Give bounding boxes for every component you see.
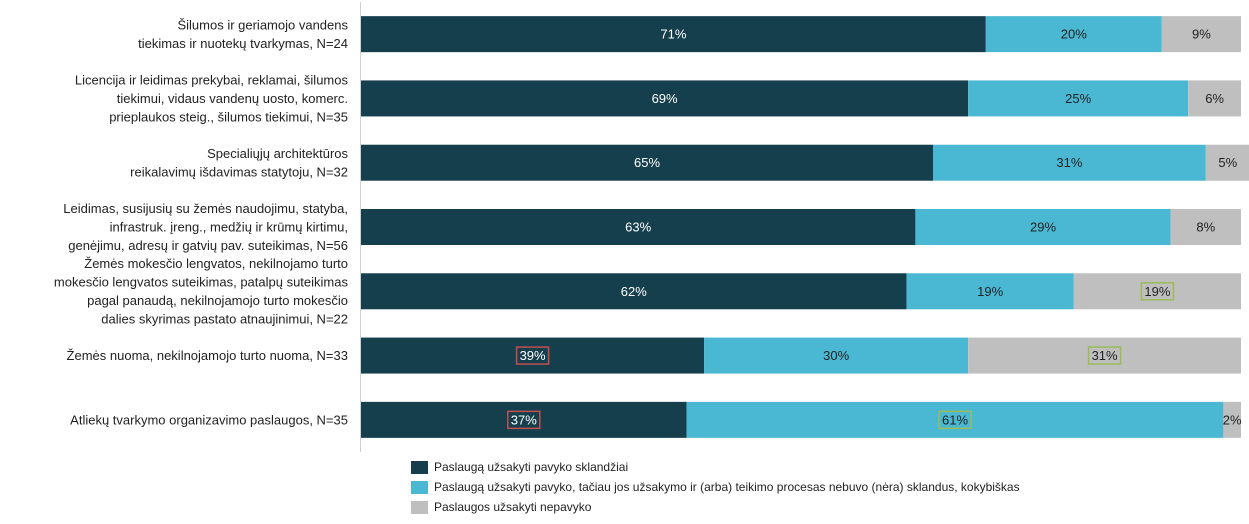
bar-segment [968, 80, 1189, 117]
data-label: 29% [1030, 220, 1056, 235]
data-label: 20% [1061, 27, 1087, 42]
data-label: 25% [1065, 91, 1091, 106]
data-label-highlight-box [515, 346, 550, 365]
data-label: 5% [1218, 155, 1237, 170]
data-label: 61% [942, 412, 968, 427]
data-label: 62% [621, 284, 647, 299]
bar-segment [686, 401, 1224, 438]
data-label-highlight-box [1087, 346, 1122, 365]
legend-label-not-smooth: Paslaugą užsakyti pavyko, tačiau jos užs… [434, 480, 1020, 494]
bar-segment [906, 273, 1074, 310]
data-label-highlight-box [1140, 282, 1175, 301]
data-label: 19% [977, 284, 1003, 299]
data-label: 69% [652, 91, 678, 106]
legend-swatch-smooth [411, 460, 428, 474]
bar-segment [1073, 273, 1241, 310]
data-label: 71% [660, 27, 686, 42]
category-label: Žemės mokesčio lengvatos, nekilnojamo tu… [54, 256, 349, 327]
data-label-highlight-box [507, 410, 541, 430]
legend-label-failed: Paslaugos užsakyti nepavyko [434, 500, 592, 514]
bar-segment [361, 209, 916, 245]
bar-segment [968, 337, 1241, 374]
data-label: 39% [520, 348, 546, 363]
legend-swatch-failed [411, 500, 428, 514]
category-label: Specialiųjų architektūros reikalavimų išd… [130, 146, 348, 180]
data-label: 6% [1205, 91, 1224, 106]
bar-segment [361, 273, 907, 310]
data-label: 63% [625, 220, 651, 235]
bar-segment [361, 80, 969, 117]
category-label: Atliekų tvarkymo organizavimo paslaugos,… [70, 412, 348, 427]
legend-swatch-not-smooth [411, 480, 428, 494]
bar-segment [361, 16, 986, 53]
chart-legend: Paslaugą užsakyti pavyko sklandžiai Pasl… [411, 457, 1020, 517]
data-label-highlight-box [938, 410, 972, 430]
bar-segment [361, 337, 705, 374]
bar-segment [1188, 80, 1241, 117]
data-label: 8% [1196, 220, 1215, 235]
bar-segment [361, 144, 933, 181]
bar-segment [1170, 209, 1241, 245]
legend-label-smooth: Paslaugą užsakyti pavyko sklandžiai [434, 460, 629, 474]
bar-segment [915, 209, 1171, 245]
data-label: 30% [823, 348, 849, 363]
stacked-bar-chart: Šilumos ir geriamojo vandens tiekimas ir … [54, 2, 1249, 452]
data-label: 37% [511, 412, 537, 427]
legend-item-failed: Paslaugos užsakyti nepavyko [411, 497, 1020, 517]
bar-segment [985, 16, 1162, 53]
category-label: Licencija ir leidimas prekybai, reklamai… [75, 72, 349, 124]
data-label: 65% [634, 155, 660, 170]
bar-segment [1161, 16, 1241, 53]
category-label: Žemės nuoma, nekilnojamojo turto nuoma, … [67, 348, 348, 363]
data-label: 19% [1144, 284, 1170, 299]
bar-segment [1223, 401, 1241, 438]
data-label: 9% [1192, 27, 1211, 42]
bar-segment [704, 337, 969, 374]
bar-segment [1205, 144, 1249, 181]
bar-segment [361, 401, 687, 438]
data-label: 31% [1056, 155, 1082, 170]
category-label: Šilumos ir geriamojo vandens tiekimas ir … [138, 17, 348, 51]
legend-item-smooth: Paslaugą užsakyti pavyko sklandžiai [411, 457, 1020, 477]
legend-item-not-smooth: Paslaugą užsakyti pavyko, tačiau jos užs… [411, 477, 1020, 497]
data-label: 31% [1092, 348, 1118, 363]
bar-segment [933, 144, 1206, 181]
category-label: Leidimas, susijusių su žemės naudojimu, … [63, 201, 348, 253]
data-label: 2% [1223, 412, 1242, 427]
